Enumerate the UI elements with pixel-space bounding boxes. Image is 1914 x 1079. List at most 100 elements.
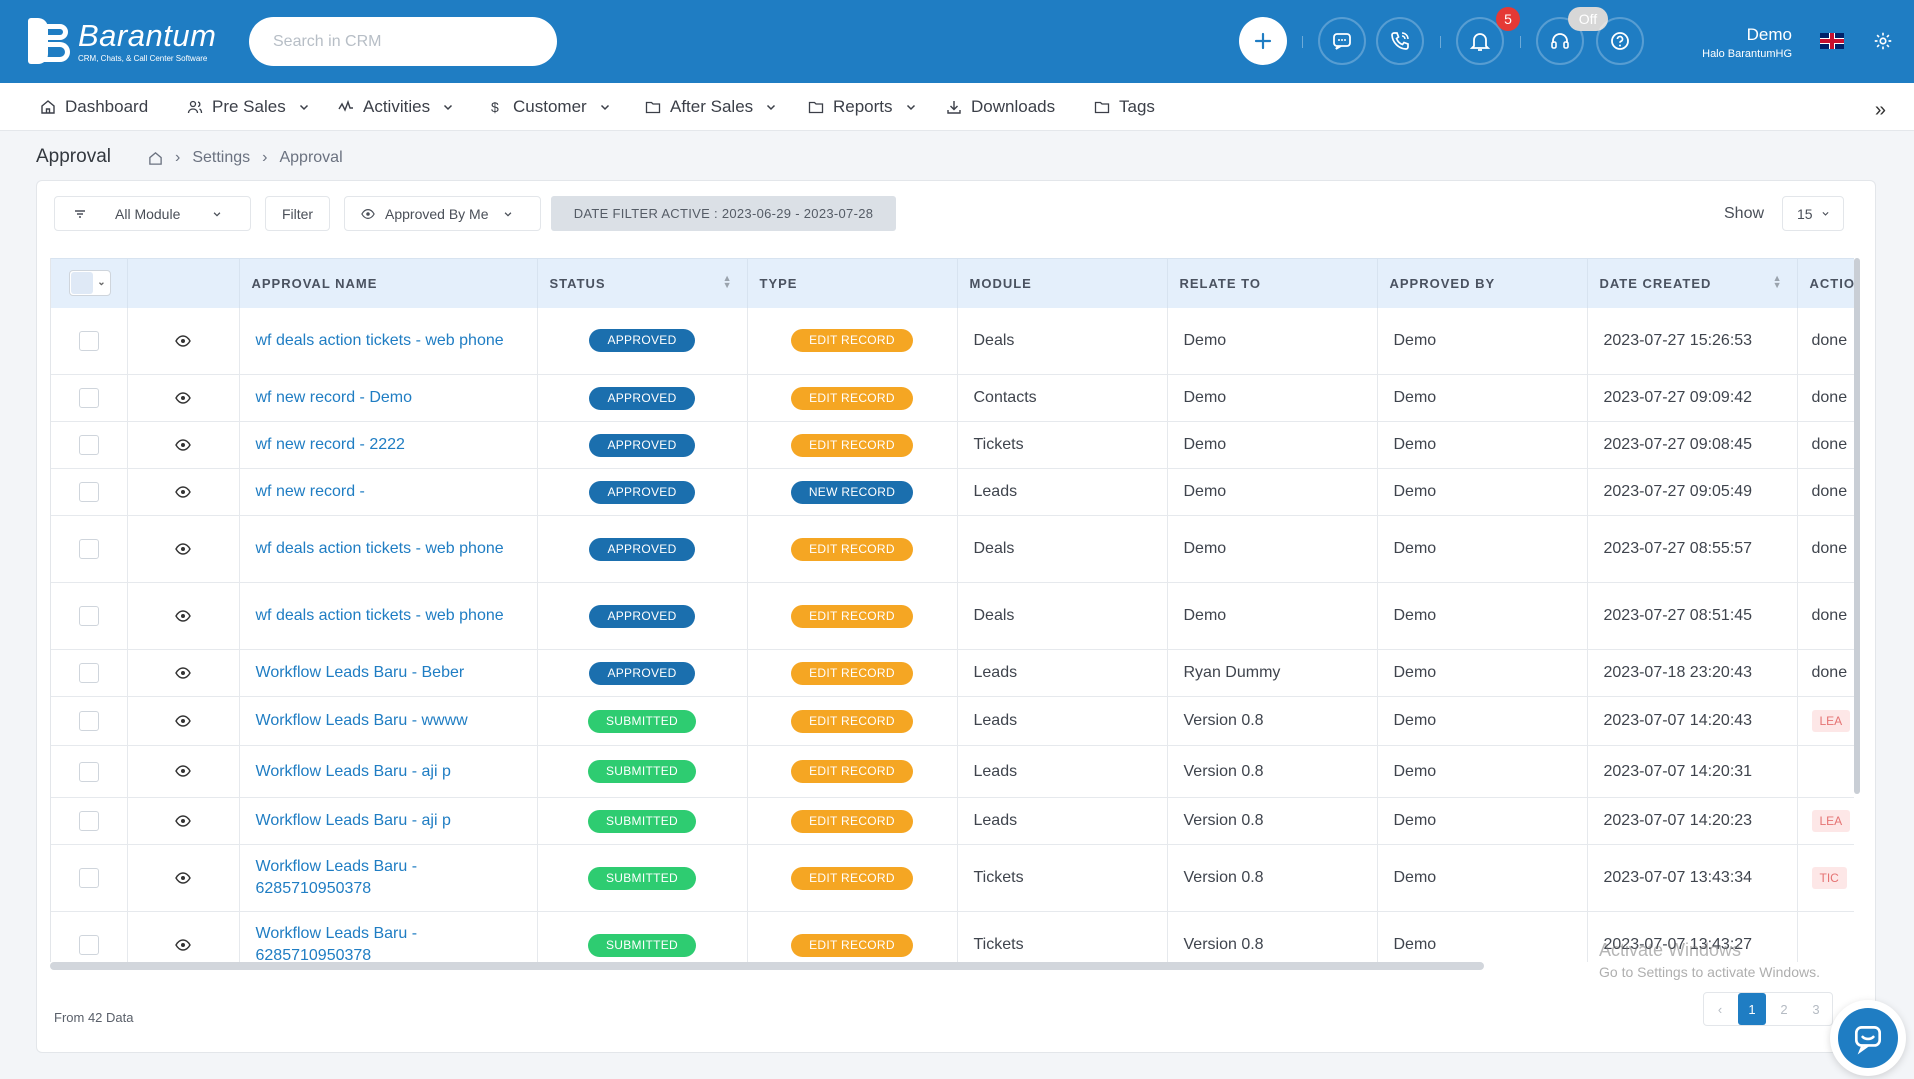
prev-page-button[interactable]: ‹ [1717, 1001, 1723, 1017]
row-checkbox[interactable] [78, 435, 99, 455]
row-checkbox[interactable] [78, 388, 99, 408]
chat-button[interactable] [1318, 17, 1366, 65]
vertical-scrollbar[interactable] [1854, 258, 1860, 794]
row-checkbox[interactable] [78, 711, 99, 731]
nav-customer[interactable]: $ Customer [488, 83, 611, 131]
live-chat-button[interactable] [1830, 1000, 1906, 1076]
row-checkbox[interactable] [78, 330, 99, 351]
eye-icon[interactable] [175, 486, 191, 498]
eye-icon[interactable] [175, 667, 191, 679]
row-checkbox[interactable] [78, 811, 99, 831]
approval-name-link[interactable]: Workflow Leads Baru - aji p [255, 762, 451, 780]
eye-icon[interactable] [175, 392, 191, 404]
nav-after-sales[interactable]: After Sales [645, 83, 777, 131]
approval-name-link[interactable]: Workflow Leads Baru - 6285710950378 [255, 925, 418, 962]
row-checkbox[interactable] [78, 539, 99, 559]
col-approved-by[interactable]: APPROVED BY [1377, 258, 1588, 308]
col-type[interactable]: TYPE [747, 258, 958, 308]
table-row[interactable]: wf deals action tickets - web phone APPRO… [51, 515, 1854, 583]
home-icon[interactable] [148, 151, 163, 166]
col-approval-name[interactable]: APPROVAL NAME [239, 258, 538, 308]
col-status[interactable]: STATUS ▲ ▼ [537, 258, 748, 308]
nav-pre-sales[interactable]: Pre Sales [187, 83, 310, 131]
filter-button[interactable]: Filter [265, 196, 330, 231]
help-button[interactable] [1596, 17, 1644, 65]
action-tag[interactable]: TIC [1811, 867, 1847, 889]
gear-icon[interactable] [1872, 30, 1894, 52]
col-module[interactable]: MODULE [957, 258, 1168, 308]
approval-name-link[interactable]: Workflow Leads Baru - 6285710950378 [255, 858, 418, 897]
approval-name-link[interactable]: wf deals action tickets - web phone [255, 607, 504, 624]
col-date-created[interactable]: DATE CREATED ▲ ▼ [1587, 258, 1798, 308]
row-checkbox[interactable] [78, 761, 99, 782]
action-tag[interactable]: LEA [1811, 810, 1851, 832]
module-filter-select[interactable]: All Module [54, 196, 251, 231]
brand-tagline: CRM, Chats, & Call Center Software [78, 53, 208, 63]
table-row[interactable]: wf deals action tickets - web phone APPRO… [51, 582, 1854, 650]
users-icon [187, 100, 203, 114]
breadcrumb-settings[interactable]: Settings [192, 149, 251, 166]
eye-icon[interactable] [175, 872, 191, 884]
col-relate-to[interactable]: RELATE TO [1167, 258, 1378, 308]
approval-name-link[interactable]: wf deals action tickets - web phone [255, 331, 504, 349]
table-row[interactable]: Workflow Leads Baru - 6285710950378 SUBMI… [51, 844, 1854, 912]
page-size-select[interactable]: 15 [1782, 196, 1844, 231]
row-checkbox[interactable] [78, 663, 99, 683]
agent-status-button[interactable]: Off [1536, 7, 1608, 65]
page-button[interactable]: 3 [1812, 1001, 1820, 1017]
row-checkbox[interactable] [78, 935, 99, 955]
horizontal-scrollbar[interactable] [50, 962, 1484, 970]
eye-icon[interactable] [175, 610, 191, 622]
approval-name-link[interactable]: Workflow Leads Baru - wwww [255, 712, 468, 729]
add-button[interactable] [1239, 17, 1287, 65]
page-button[interactable]: 2 [1780, 1001, 1788, 1017]
page-button[interactable]: 1 [1738, 993, 1766, 1025]
eye-icon[interactable] [175, 334, 191, 347]
action-cell: LEA [1797, 696, 1854, 746]
approval-name-link[interactable]: wf new record - [255, 483, 365, 500]
action-tag[interactable]: LEA [1811, 710, 1851, 732]
table-row[interactable]: Workflow Leads Baru - aji p SUBMITTED EDIT… [51, 745, 1854, 798]
select-all-checkbox[interactable]: ⌄ [69, 269, 111, 296]
approval-name-link[interactable]: wf new record - 2222 [255, 436, 405, 453]
date-filter-badge[interactable]: DATE FILTER ACTIVE : 2023-06-29 - 2023-0… [551, 196, 896, 231]
table-row[interactable]: Workflow Leads Baru - 6285710950378 SUBMI… [51, 911, 1854, 962]
sort-icon[interactable]: ▲ ▼ [1772, 273, 1783, 290]
row-checkbox[interactable] [78, 868, 99, 888]
approved-by-select[interactable]: Approved By Me [344, 196, 541, 231]
eye-icon[interactable] [175, 815, 191, 827]
nav-reports[interactable]: Reports [808, 83, 917, 131]
uk-flag-icon[interactable] [1820, 33, 1844, 49]
sort-icon[interactable]: ▲ ▼ [722, 273, 733, 290]
table-row[interactable]: Workflow Leads Baru - aji p SUBMITTED EDIT… [51, 797, 1854, 845]
nav-tags[interactable]: Tags [1094, 83, 1155, 131]
select-all-header[interactable]: ⌄ [51, 258, 128, 308]
approval-name-link[interactable]: wf deals action tickets - web phone [255, 540, 504, 557]
eye-icon[interactable] [175, 765, 191, 777]
type-cell: EDIT RECORD [747, 374, 958, 422]
notifications-button[interactable]: 5 [1456, 7, 1520, 65]
eye-icon[interactable] [175, 439, 191, 451]
table-row[interactable]: wf new record - APPROVED NEW RECORD Leads De… [51, 468, 1854, 516]
row-checkbox[interactable] [78, 482, 99, 502]
crm-search-input[interactable] [249, 17, 557, 66]
nav-downloads[interactable]: Downloads [946, 83, 1055, 131]
table-row[interactable]: wf new record - 2222 APPROVED EDIT RECORD T… [51, 421, 1854, 469]
eye-icon[interactable] [175, 939, 191, 951]
eye-icon[interactable] [175, 543, 191, 555]
phone-button[interactable] [1376, 17, 1424, 65]
table-row[interactable]: wf deals action tickets - web phone APPRO… [51, 307, 1854, 375]
nav-dashboard[interactable]: Dashboard [40, 83, 148, 131]
eye-icon[interactable] [175, 715, 191, 727]
approval-name-link[interactable]: wf new record - Demo [255, 389, 413, 406]
nav-activities[interactable]: Activities [338, 83, 454, 131]
brand-logo[interactable]: Barantum CRM, Chats, & Call Center Softw… [28, 18, 216, 64]
row-checkbox[interactable] [78, 606, 99, 626]
approval-name-link[interactable]: Workflow Leads Baru - Beber [255, 664, 465, 681]
table-row[interactable]: Workflow Leads Baru - wwww SUBMITTED EDIT … [51, 696, 1854, 746]
nav-collapse-button[interactable]: » [1874, 99, 1886, 121]
user-menu[interactable]: Demo Halo BarantumHG [1702, 25, 1792, 60]
approval-name-link[interactable]: Workflow Leads Baru - aji p [255, 812, 451, 829]
table-row[interactable]: Workflow Leads Baru - Beber APPROVED EDIT … [51, 649, 1854, 697]
table-row[interactable]: wf new record - Demo APPROVED EDIT RECORD C… [51, 374, 1854, 422]
